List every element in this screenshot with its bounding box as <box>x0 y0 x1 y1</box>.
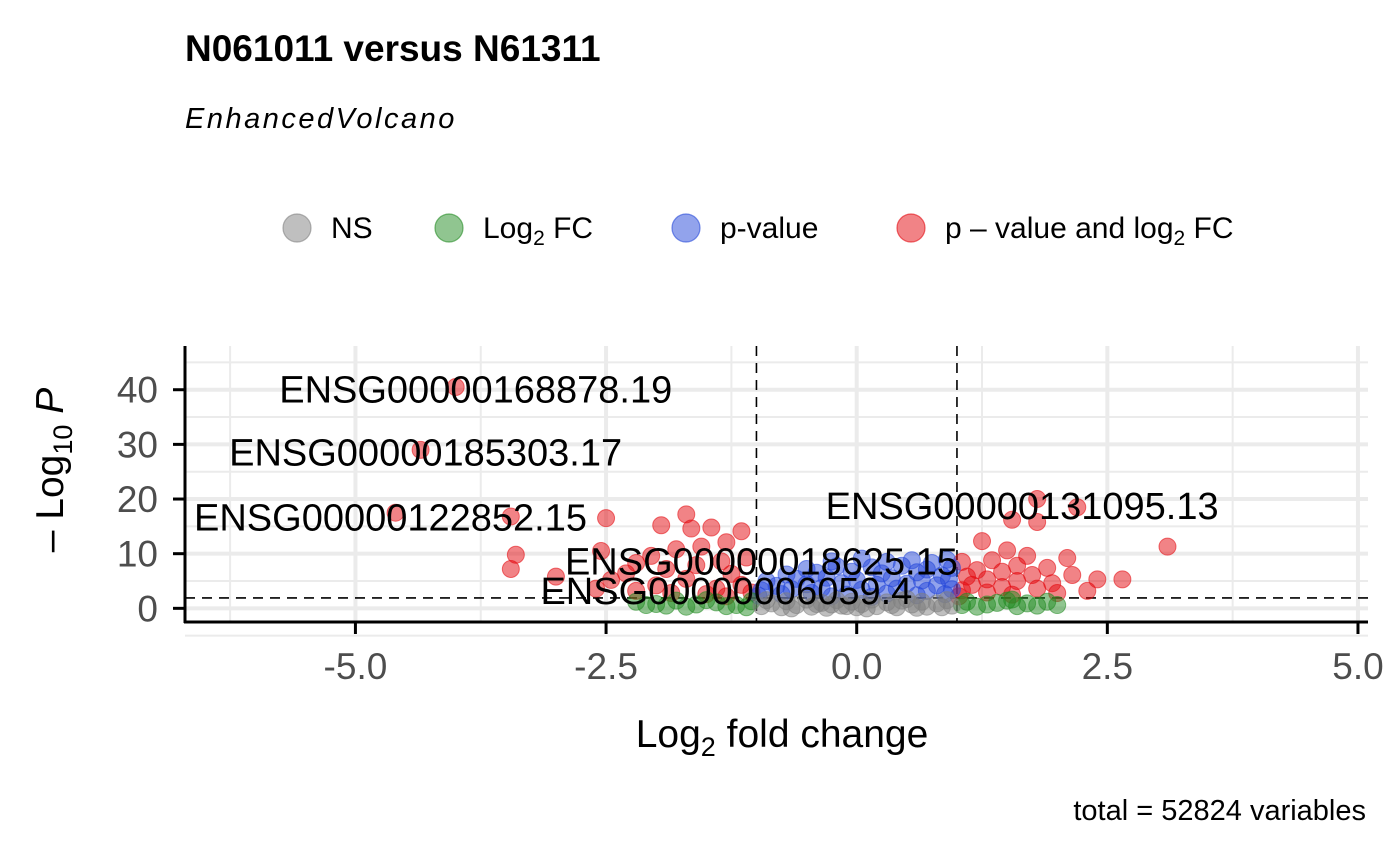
x-tick-label: -5.0 <box>324 646 388 687</box>
gene-label: ENSG00000185303.17 <box>229 433 622 475</box>
y-tick-label: 20 <box>117 479 158 520</box>
data-point-both <box>657 559 676 578</box>
data-point-both <box>717 533 736 552</box>
data-point-both <box>687 556 706 575</box>
data-point-Log2FC <box>637 596 656 615</box>
gene-label: ENSG00000006059.4 <box>540 571 912 613</box>
data-point-both <box>1038 558 1057 577</box>
axes: -5.0 -2.5 0.0 2.5 5.0 0 10 20 30 40 <box>117 346 1384 687</box>
data-point-both <box>1078 581 1097 600</box>
data-point-both <box>642 546 661 565</box>
data-point-both <box>1063 565 1082 584</box>
y-axis-title-sub: 10 <box>48 425 78 455</box>
data-point-both <box>732 522 751 541</box>
data-point-Log2FC <box>697 591 716 610</box>
data-point-both <box>712 552 731 571</box>
data-point-NS <box>857 599 876 618</box>
data-point-both <box>1158 537 1177 556</box>
x-tick-label: 5.0 <box>1332 646 1383 687</box>
data-point-both <box>597 509 616 528</box>
data-point-NS <box>932 598 951 617</box>
data-point-both <box>501 559 520 578</box>
data-point-both <box>501 507 520 526</box>
data-point-both <box>973 532 992 551</box>
gene-label: ENSG00000168878.19 <box>279 370 672 412</box>
chart-subtitle: EnhancedVolcano <box>185 103 457 135</box>
y-tick-label: 10 <box>117 534 158 575</box>
y-tick-label: 30 <box>117 424 158 465</box>
x-axis-title-base: Log <box>636 713 701 756</box>
data-point-NS <box>757 591 776 610</box>
data-point-both <box>682 519 701 538</box>
data-point-both <box>993 562 1012 581</box>
chart-title: N061011 versus N61311 <box>185 28 601 69</box>
y-axis-title-rest: P <box>29 388 72 425</box>
data-point-Log2FC <box>677 597 696 616</box>
y-axis-title: – Log10 P <box>29 388 78 553</box>
data-point-both <box>647 576 666 595</box>
data-point-both <box>983 551 1002 570</box>
legend-key-NS <box>282 213 312 243</box>
legend-key-Log2FC <box>434 213 464 243</box>
data-point-both <box>446 377 465 396</box>
data-point-Log2FC <box>717 597 736 616</box>
x-axis-title-rest: fold change <box>716 713 929 756</box>
data-point-both <box>1058 549 1077 568</box>
gene-label: ENSG00000131095.13 <box>826 486 1219 528</box>
x-tick-label: 2.5 <box>1082 646 1133 687</box>
legend-key-both <box>896 213 926 243</box>
data-point-both <box>737 548 756 567</box>
y-axis-title-prefix: – Log <box>29 455 72 553</box>
data-point-both <box>998 541 1017 560</box>
x-tick-label: -2.5 <box>574 646 638 687</box>
data-point-Log2FC <box>968 597 987 616</box>
data-point-Log2FC <box>988 593 1007 612</box>
data-point-NS <box>822 595 841 614</box>
data-point-both <box>592 541 611 560</box>
data-point-both <box>702 518 721 537</box>
data-point-both <box>617 564 636 583</box>
data-point-pvalue <box>892 556 911 575</box>
data-point-both <box>602 570 621 589</box>
x-tick-label: 0.0 <box>831 646 882 687</box>
gene-label: ENSG00000122852.15 <box>194 498 587 540</box>
x-axis-title-sub: 2 <box>701 732 716 762</box>
legend-key-pvalue <box>671 213 701 243</box>
y-tick-label: 0 <box>137 588 158 629</box>
legend-label: NS <box>331 212 373 245</box>
data-point-both <box>677 569 696 588</box>
x-axis-title: Log2 fold change <box>636 713 929 762</box>
legend-label: Log2 FC <box>483 212 593 250</box>
data-point-both <box>386 503 405 522</box>
data-point-both <box>1008 556 1027 575</box>
data-point-both <box>411 440 430 459</box>
data-point-NS <box>782 599 801 618</box>
data-point-both <box>546 567 565 586</box>
y-tick-label: 40 <box>117 370 158 411</box>
legend-label: p – value and log2 FC <box>945 212 1234 250</box>
data-point-Log2FC <box>657 596 676 615</box>
data-point-both <box>692 537 711 556</box>
chart-caption: total = 52824 variables <box>1073 795 1366 827</box>
data-point-both <box>667 540 686 559</box>
data-point-both <box>1068 498 1087 517</box>
data-points <box>386 377 1177 618</box>
data-point-both <box>652 516 671 535</box>
data-point-both <box>1113 570 1132 589</box>
data-point-both <box>587 579 606 598</box>
data-point-both <box>1088 570 1107 589</box>
legend: NS Log2 FC p-value p – value and log2 FC <box>282 212 1234 250</box>
gene-labels: ENSG00000168878.19 ENSG00000185303.17 ENSG… <box>194 370 1219 613</box>
data-point-both <box>1028 490 1047 509</box>
legend-label: p-value <box>720 212 818 245</box>
data-point-Log2FC <box>1028 596 1047 615</box>
data-point-both <box>1028 512 1047 531</box>
data-point-both <box>1003 510 1022 529</box>
gene-label: ENSG00000018625.15 <box>565 541 958 583</box>
data-point-Log2FC <box>1048 596 1067 615</box>
data-point-NS <box>897 590 916 609</box>
data-point-Log2FC <box>1003 590 1022 609</box>
